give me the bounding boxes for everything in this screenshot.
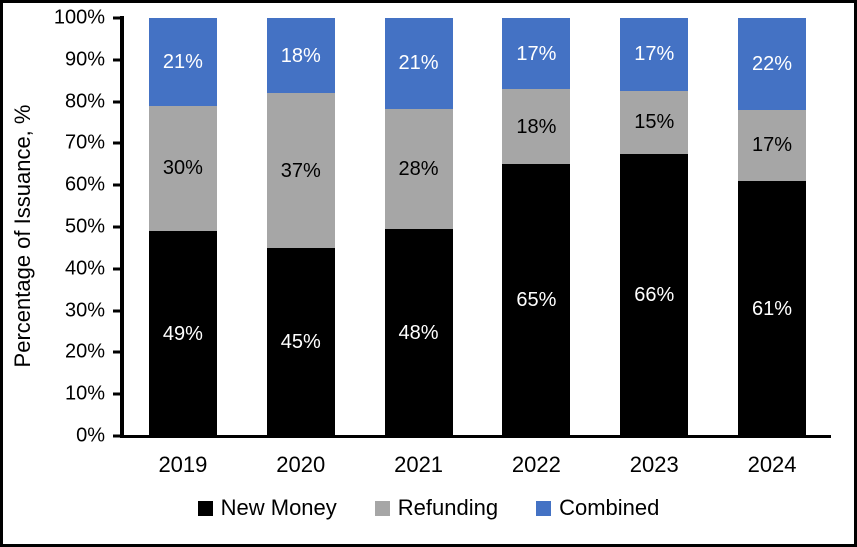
bar-slot-2019: 49% 30% 21%: [124, 18, 242, 436]
x-axis-label-2024: 2024: [747, 452, 797, 477]
y-tick-mark: [113, 100, 121, 104]
bar-slot-2023: 66% 15% 17%: [595, 17, 713, 436]
segment-value-label: 21%: [398, 52, 439, 75]
bar-segment: 17%: [738, 109, 807, 182]
y-tick-label: 40%: [64, 257, 105, 280]
y-tick-mark: [113, 392, 121, 396]
y-tick-mark: [113, 434, 121, 438]
legend-label: New Money: [220, 495, 337, 520]
bar-segment: 22%: [738, 18, 807, 110]
stacked-bar-2024: 61% 17% 22%: [738, 18, 807, 436]
legend-item: Combined: [536, 495, 659, 521]
x-axis-line: [120, 435, 831, 438]
x-axis-label-2023: 2023: [629, 452, 679, 477]
y-tick-label: 0%: [76, 424, 105, 447]
y-axis-line: [120, 16, 124, 437]
y-tick-mark: [113, 141, 121, 145]
x-axis-labels: 2019 2020 2021 2022 2023 2024: [124, 452, 831, 478]
bar-segment: 15%: [620, 90, 689, 155]
stacked-bar-2021: 48% 28% 21%: [384, 18, 453, 436]
bar-segment: 18%: [502, 89, 571, 165]
y-tick-mark: [113, 183, 121, 187]
bar-segment: 30%: [148, 105, 217, 232]
legend-swatch-icon: [197, 500, 213, 516]
legend-swatch-icon: [374, 500, 390, 516]
y-tick-mark: [113, 267, 121, 271]
legend-item: New Money: [197, 495, 337, 521]
segment-value-label: 61%: [752, 297, 793, 320]
y-tick-mark: [113, 225, 121, 229]
segment-value-label: 65%: [516, 289, 557, 312]
legend-item: Refunding: [374, 495, 499, 521]
y-tick-label: 50%: [64, 215, 105, 238]
bar-segment: 45%: [266, 247, 335, 436]
y-tick-mark: [113, 309, 121, 313]
segment-value-label: 18%: [280, 44, 321, 67]
segment-value-label: 22%: [752, 52, 793, 75]
segment-value-label: 45%: [280, 330, 321, 353]
y-tick-label: 60%: [64, 173, 105, 196]
y-tick-label: 100%: [53, 6, 105, 29]
y-tick-label: 30%: [64, 299, 105, 322]
segment-value-label: 66%: [634, 284, 675, 307]
segment-value-label: 17%: [516, 42, 557, 65]
bar-segment: 28%: [384, 108, 453, 230]
segment-value-label: 15%: [634, 111, 675, 134]
y-tick-label: 70%: [64, 131, 105, 154]
segment-value-label: 48%: [398, 321, 439, 344]
bar-segment: 17%: [620, 17, 689, 91]
bar-slot-2024: 61% 17% 22%: [713, 18, 831, 436]
bar-segment: 61%: [738, 181, 807, 436]
y-tick-label: 80%: [64, 90, 105, 113]
bar-segment: 66%: [620, 154, 689, 436]
x-axis-label-2020: 2020: [276, 452, 326, 477]
legend-label: Combined: [559, 495, 660, 520]
y-axis-ticks: 0% 10% 20% 30% 40% 50% 60% 70% 80% 90% 100%: [3, 7, 123, 447]
bar-segment: 65%: [502, 164, 571, 436]
bar-segment: 17%: [502, 18, 571, 90]
y-tick-label: 90%: [64, 48, 105, 71]
bar-segment: 48%: [384, 229, 453, 436]
stacked-bar-2023: 66% 15% 17%: [620, 17, 689, 436]
stacked-bar-2020: 45% 37% 18%: [266, 18, 335, 436]
stacked-bar-2022: 65% 18% 17%: [502, 18, 571, 436]
legend-swatch-icon: [536, 500, 552, 516]
bar-segment: 21%: [148, 18, 217, 106]
bar-segment: 37%: [266, 93, 335, 248]
segment-value-label: 49%: [162, 322, 203, 345]
y-tick-label: 10%: [64, 382, 105, 405]
legend: New Money Refunding Combined: [3, 495, 854, 521]
segment-value-label: 17%: [752, 134, 793, 157]
bar-segment: 18%: [266, 18, 335, 94]
stacked-bar-2019: 49% 30% 21%: [148, 18, 217, 436]
bar-slot-2022: 65% 18% 17%: [477, 18, 595, 436]
segment-value-label: 28%: [398, 157, 439, 180]
x-axis-label-2022: 2022: [511, 452, 561, 477]
bar-slot-2021: 48% 28% 21%: [360, 18, 478, 436]
segment-value-label: 17%: [634, 43, 675, 66]
y-tick-label: 20%: [64, 340, 105, 363]
y-tick-mark: [113, 16, 121, 20]
bar-slot-2020: 45% 37% 18%: [242, 18, 360, 436]
segment-value-label: 18%: [516, 115, 557, 138]
bar-segment: 21%: [384, 18, 453, 109]
plot-area: 49% 30% 21% 45% 37% 18% 48% 28% 21% 65% 18% 17% 66% 1…: [124, 17, 831, 436]
bar-segment: 49%: [148, 231, 217, 436]
segment-value-label: 30%: [162, 157, 203, 180]
y-tick-mark: [113, 350, 121, 354]
segment-value-label: 21%: [162, 50, 203, 73]
segment-value-label: 37%: [280, 159, 321, 182]
x-axis-label-2021: 2021: [394, 452, 444, 477]
legend-label: Refunding: [397, 495, 499, 520]
y-tick-mark: [113, 58, 121, 62]
x-axis-label-2019: 2019: [158, 452, 208, 477]
